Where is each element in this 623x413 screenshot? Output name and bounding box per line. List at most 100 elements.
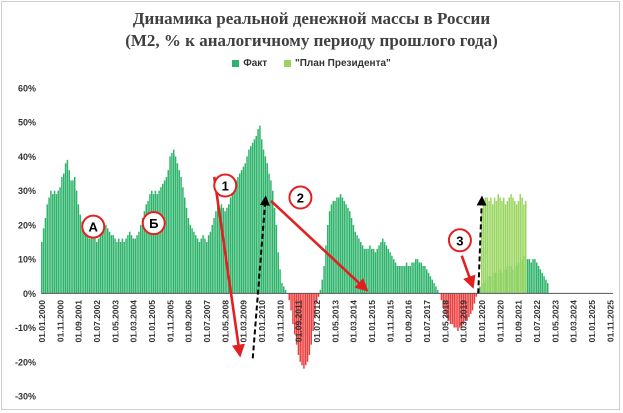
bar-fact	[442, 293, 444, 308]
bar-fact	[167, 170, 169, 294]
bar-fact	[429, 276, 432, 294]
bar-fact	[231, 190, 234, 294]
bar-fact	[475, 293, 477, 297]
bar-fact	[418, 262, 421, 294]
bar-fact	[187, 218, 190, 294]
bar-plan	[493, 197, 496, 294]
x-tick-label: 01.07.2022	[532, 300, 542, 343]
bar-fact	[202, 235, 204, 294]
bar-fact	[433, 283, 435, 294]
bar-plan	[517, 200, 520, 294]
bar-fact	[473, 293, 476, 304]
bar-fact	[303, 293, 305, 369]
y-tick-label: 40%	[18, 152, 36, 162]
bar-fact	[246, 156, 248, 294]
annotation-circle	[213, 173, 238, 198]
bar-fact	[235, 180, 237, 294]
bar-fact	[532, 259, 534, 294]
bar-fact	[118, 238, 120, 294]
legend: Факт "План Президента"	[0, 58, 623, 69]
bar-fact	[413, 262, 415, 294]
bar-fact	[162, 183, 164, 294]
bar-plan	[495, 200, 498, 294]
bar-fact	[119, 242, 122, 294]
bar-fact	[306, 293, 309, 362]
bar-plan	[497, 194, 499, 294]
bar-fact	[92, 235, 94, 294]
legend-swatch-fact	[232, 60, 240, 67]
bar-fact	[288, 293, 290, 301]
bar-fact	[539, 269, 542, 294]
bar-fact	[365, 248, 367, 294]
bar-fact	[156, 194, 158, 294]
bar-fact	[451, 293, 454, 325]
bar-fact	[209, 231, 212, 294]
bar-plan	[510, 194, 512, 294]
bar-fact	[112, 235, 114, 294]
bar-fact	[196, 238, 199, 294]
bar-fact	[534, 259, 536, 294]
bar-fact	[398, 265, 400, 294]
bar-plan	[504, 204, 507, 294]
bar-fact	[52, 194, 54, 294]
bar-fact	[253, 139, 256, 294]
bar-fact	[427, 272, 430, 294]
y-tick-label: 60%	[18, 84, 36, 94]
bar-plan	[506, 200, 509, 294]
bar-fact	[325, 245, 327, 294]
bar-fact	[151, 190, 153, 294]
bar-fact	[149, 194, 151, 294]
bar-fact	[290, 293, 292, 311]
bar-fact	[391, 255, 393, 294]
bar-fact	[380, 242, 382, 294]
bar-fact	[363, 248, 366, 294]
bar-fact	[97, 238, 100, 294]
bar-fact	[455, 293, 457, 328]
y-tick-label: -20%	[15, 357, 36, 367]
x-tick-label: 01.09.2016	[404, 300, 414, 343]
bar-fact	[143, 211, 146, 294]
bar-fact	[545, 279, 547, 294]
bar-fact	[77, 204, 80, 294]
bar-fact	[101, 231, 103, 294]
bar-fact	[96, 242, 98, 294]
bar-fact	[273, 207, 276, 294]
bar-fact	[50, 190, 52, 294]
bar-fact	[294, 293, 296, 335]
x-tick-label: 01.05.2013	[330, 300, 340, 343]
x-tick-label: 01.07.2002	[92, 300, 102, 343]
bar-fact	[405, 262, 408, 294]
bar-fact	[178, 170, 180, 294]
bar-fact	[431, 279, 433, 294]
bar-plan	[519, 194, 521, 294]
bar-fact	[310, 293, 312, 345]
bar-fact	[266, 163, 268, 294]
bar-fact	[284, 289, 287, 294]
bar-fact	[537, 265, 540, 294]
bar-fact	[189, 224, 191, 294]
bar-fact	[136, 235, 138, 294]
bar-fact	[464, 293, 466, 321]
x-tick-label: 01.05.2023	[550, 300, 560, 343]
bar-fact	[319, 289, 322, 294]
bar-fact	[301, 293, 303, 366]
bar-plan	[523, 204, 525, 294]
x-tick-label: 01.11.2020	[495, 300, 505, 342]
bar-fact	[44, 218, 47, 294]
bar-fact	[200, 238, 202, 294]
bar-plan	[503, 197, 505, 294]
y-tick-label: -10%	[15, 323, 36, 333]
bar-fact	[327, 224, 329, 294]
bar-fact	[261, 139, 263, 294]
bar-fact	[305, 293, 307, 366]
bar-fact	[328, 211, 331, 294]
bar-fact	[193, 231, 195, 294]
bar-fact	[526, 259, 529, 294]
bar-fact	[336, 197, 338, 294]
bar-fact	[220, 204, 223, 294]
bar-fact	[297, 293, 300, 355]
bar-plan	[501, 200, 503, 294]
bar-fact	[281, 283, 283, 294]
annotation-label: 1	[222, 179, 229, 194]
annotation-red-arrow	[270, 199, 369, 292]
